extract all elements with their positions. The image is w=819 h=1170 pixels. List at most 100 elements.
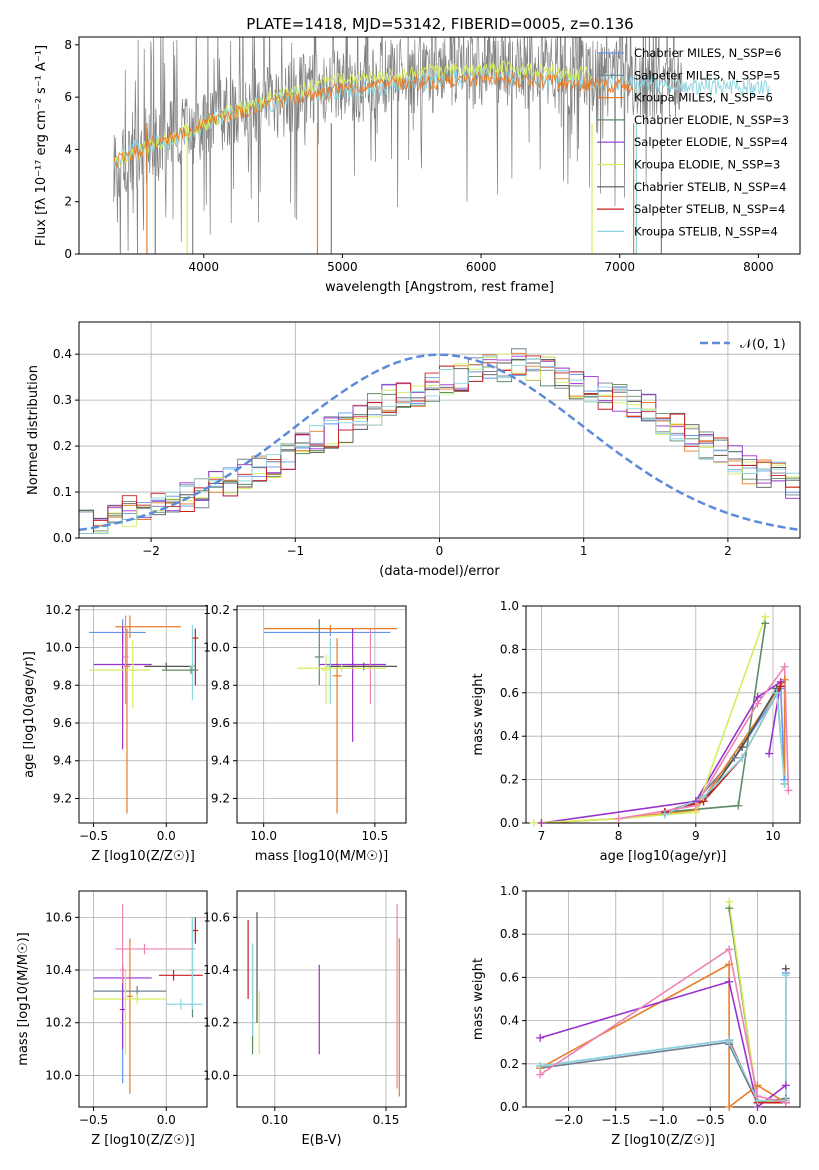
x-tick-label: 7 [538,829,546,843]
y-tick-label: 10.0 [45,1068,72,1082]
weight_vs_Z-panel: −2.0 −1.5 −1.0 −0.5 0.0 0.0 0.2 0.4 0.6 0.8 1.0 Z [… [471,884,801,1148]
legend-entry: Salpeter ELODIE, N_SSP=4 [634,135,788,149]
y-tick-label: 0.0 [500,816,519,830]
y-tick-label: 9.2 [211,791,230,805]
y-tick-label: 0.4 [500,729,519,743]
histogram-series [79,355,800,538]
weight_vs_age-panel: 7 8 9 10 0.0 0.2 0.4 0.6 0.8 1.0 age [log10(age/yr… [471,599,801,864]
y-tick-label: 0.8 [500,642,519,656]
age_vs_Z-plot-area [89,615,199,814]
x-axis-label: Z [log10(Z/Z☉)] [611,1133,715,1148]
plot-layer: 4000 5000 6000 7000 8000 0 2 4 6 8 wavelength [Ang… [16,36,801,1148]
y-tick-label: 10.0 [203,641,230,655]
weight-marker [781,1098,790,1107]
x-axis-label: Z [log10(Z/Z☉)] [91,849,195,864]
residuals-ticks: −2 −1 0 1 2 0.0 0.1 0.2 0.3 0.4 [53,347,732,558]
mass_vs_ebv-ticks: 0.10 0.15 10.0 10.2 10.4 10.6 [203,910,399,1127]
errorbar-point [189,917,196,1010]
weight-marker [536,1070,545,1079]
errorbar-point [314,619,324,686]
y-tick-label: 10.6 [203,910,230,924]
spectrum-series-line [113,37,683,254]
y-tick-label: 10.4 [203,963,230,977]
spectrum-ticks: 4000 5000 6000 7000 8000 0 2 4 6 8 [64,38,773,274]
x-tick-label: −0.5 [79,829,108,843]
weight-marker [738,753,747,762]
legend-entry: Kroupa MILES, N_SSP=6 [634,91,773,105]
gaussian-reference-curve [79,353,800,532]
errorbar-point [89,639,151,708]
y-axis-label: age [log10(age/yr)] [22,651,37,778]
legend-entry: Chabrier STELIB, N_SSP=4 [634,180,786,194]
weight-marker [725,1038,734,1047]
weight-marker [738,743,747,752]
y-tick-label: 0.2 [500,1057,519,1071]
residuals-legend: 𝒩(0, 1) [700,336,786,351]
errorbar-point [122,970,129,1055]
y-axis-label: mass weight [471,673,486,755]
errorbar-point [127,938,133,1094]
figure-title: PLATE=1418, MJD=53142, FIBERID=0005, z=0… [246,15,633,33]
x-tick-label: 2 [724,544,732,558]
y-tick-label: 0.0 [53,531,72,545]
y-tick-label: 0.2 [500,773,519,787]
y-tick-label: 0.6 [500,970,519,984]
y-tick-label: 9.4 [53,754,72,768]
x-axis-label: age [log10(age/yr)] [600,849,727,864]
y-tick-label: 4 [64,142,72,156]
x-tick-label: −1.0 [648,1113,677,1127]
y-tick-label: 10.4 [45,963,72,977]
y-tick-label: 8 [64,38,72,52]
spectrum-legend: Chabrier MILES, N_SSP=6 Salpeter MILES, N… [597,46,789,238]
legend-entry: Salpeter STELIB, N_SSP=4 [634,202,785,216]
y-tick-label: 2 [64,195,72,209]
errorbar-point [332,638,342,814]
y-tick-label: 9.6 [211,716,230,730]
y-tick-label: 10.2 [203,1016,230,1030]
y-tick-label: 10.2 [45,603,72,617]
weight-marker [660,810,669,819]
legend-entry: Chabrier MILES, N_SSP=6 [634,46,781,60]
errorbar-point [263,624,398,633]
x-tick-label: −1.5 [601,1113,630,1127]
weight-marker [699,792,708,801]
x-axis-label: wavelength [Angstrom, rest frame] [325,280,554,295]
age_vs_mass-plot-area [263,619,398,814]
y-tick-label: 1.0 [500,599,519,613]
x-tick-label: −1 [286,544,304,558]
y-tick-label: 1.0 [500,884,519,898]
x-axis-label: mass [log10(M/M☉)] [255,849,388,864]
y-tick-label: 0.2 [53,439,72,453]
y-tick-label: 10.2 [203,603,230,617]
errorbar-point [115,615,181,639]
mass_vs_ebv-plot-area [247,904,400,1097]
weight-marker [761,612,770,621]
y-tick-label: 10.2 [45,1016,72,1030]
errorbar-point [122,615,129,705]
weight-marker [776,682,785,691]
weight-marker [725,945,734,954]
x-tick-label: 4000 [189,260,220,274]
residuals-plot-area [79,348,800,538]
legend-entry: 𝒩(0, 1) [740,336,786,351]
y-tick-label: 9.4 [211,754,230,768]
x-tick-label: 10.0 [250,829,277,843]
errorbar-point [325,638,335,705]
mass_vs_Z-ticks: −0.5 0.0 10.0 10.2 10.4 10.6 [45,910,176,1127]
weight-series-line [541,677,786,823]
spectrum-plot-area [113,37,770,254]
weight_vs_Z-frame [525,890,801,1108]
errorbar-point [89,619,146,646]
weight_vs_Z-ticks: −2.0 −1.5 −1.0 −0.5 0.0 0.0 0.2 0.4 0.6 0.8 1.0 [500,884,767,1127]
age_vs_mass-frame [236,605,407,824]
errorbar-point [115,943,196,955]
x-axis-label: E(B-V) [301,1133,341,1148]
y-tick-label: 0.6 [500,686,519,700]
y-tick-label: 10.0 [45,641,72,655]
weight-marker [725,960,734,969]
y-axis-label: mass [log10(M/M☉)] [16,932,31,1065]
mass_vs_Z-plot-area [93,904,203,1094]
y-tick-label: 9.8 [53,678,72,692]
weight_vs_age-frame [525,605,801,824]
